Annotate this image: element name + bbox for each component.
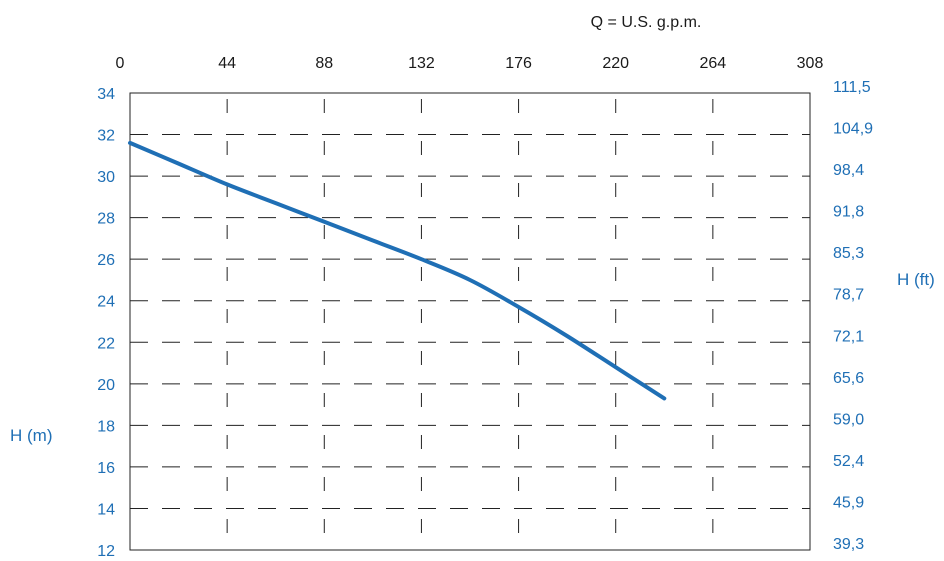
x-tick-label: 132: [408, 55, 435, 72]
y-left-tick-label: 16: [97, 460, 115, 477]
x-axis-label: Q = U.S. g.p.m.: [591, 14, 702, 31]
y-left-tick-label: 18: [97, 418, 115, 435]
x-tick-label: 220: [602, 55, 629, 72]
y-right-tick-label: 52,4: [833, 453, 864, 470]
x-tick-label: 0: [116, 55, 125, 72]
y-right-tick-label: 78,7: [833, 287, 864, 304]
x-tick-label: 176: [505, 55, 532, 72]
y-right-tick-label: 45,9: [833, 494, 864, 511]
x-tick-label: 308: [797, 55, 824, 72]
y-right-tick-label: 104,9: [833, 121, 873, 138]
y-right-tick-label: 72,1: [833, 328, 864, 345]
x-tick-label: 264: [700, 55, 727, 72]
y-left-tick-label: 20: [97, 377, 115, 394]
y-left-tick-label: 28: [97, 211, 115, 228]
y-right-tick-label: 39,3: [833, 536, 864, 553]
y-right-tick-label: 65,6: [833, 370, 864, 387]
y-right-tick-label: 98,4: [833, 162, 864, 179]
y-left-tick-label: 30: [97, 169, 115, 186]
y-left-tick-label: 34: [97, 86, 115, 103]
y-left-tick-label: 14: [97, 501, 115, 518]
y-right-tick-label: 85,3: [833, 245, 864, 262]
plot-frame: [129, 92, 811, 551]
y-right-axis-label: H (ft): [897, 270, 935, 289]
y-right-tick-label: 59,0: [833, 411, 864, 428]
y-left-tick-label: 26: [97, 252, 115, 269]
x-tick-label: 44: [218, 55, 236, 72]
series-layer: [128, 140, 667, 401]
y-right-tick-label: 91,8: [833, 204, 864, 221]
x-tick-label: 88: [315, 55, 333, 72]
y-right-tick-label: 111,5: [833, 79, 871, 96]
tick-labels: 0 44 88 132 176 220 264 308 34 32 30 28 26 24 22 20 18 16…: [97, 55, 873, 560]
series-line-0: [128, 140, 667, 401]
y-left-tick-label: 32: [97, 128, 115, 145]
y-left-tick-label: 24: [97, 294, 115, 311]
grid: [130, 93, 810, 550]
y-left-tick-label: 22: [97, 335, 115, 352]
y-left-axis-label: H (m): [10, 426, 52, 445]
y-left-tick-label: 12: [97, 543, 115, 560]
